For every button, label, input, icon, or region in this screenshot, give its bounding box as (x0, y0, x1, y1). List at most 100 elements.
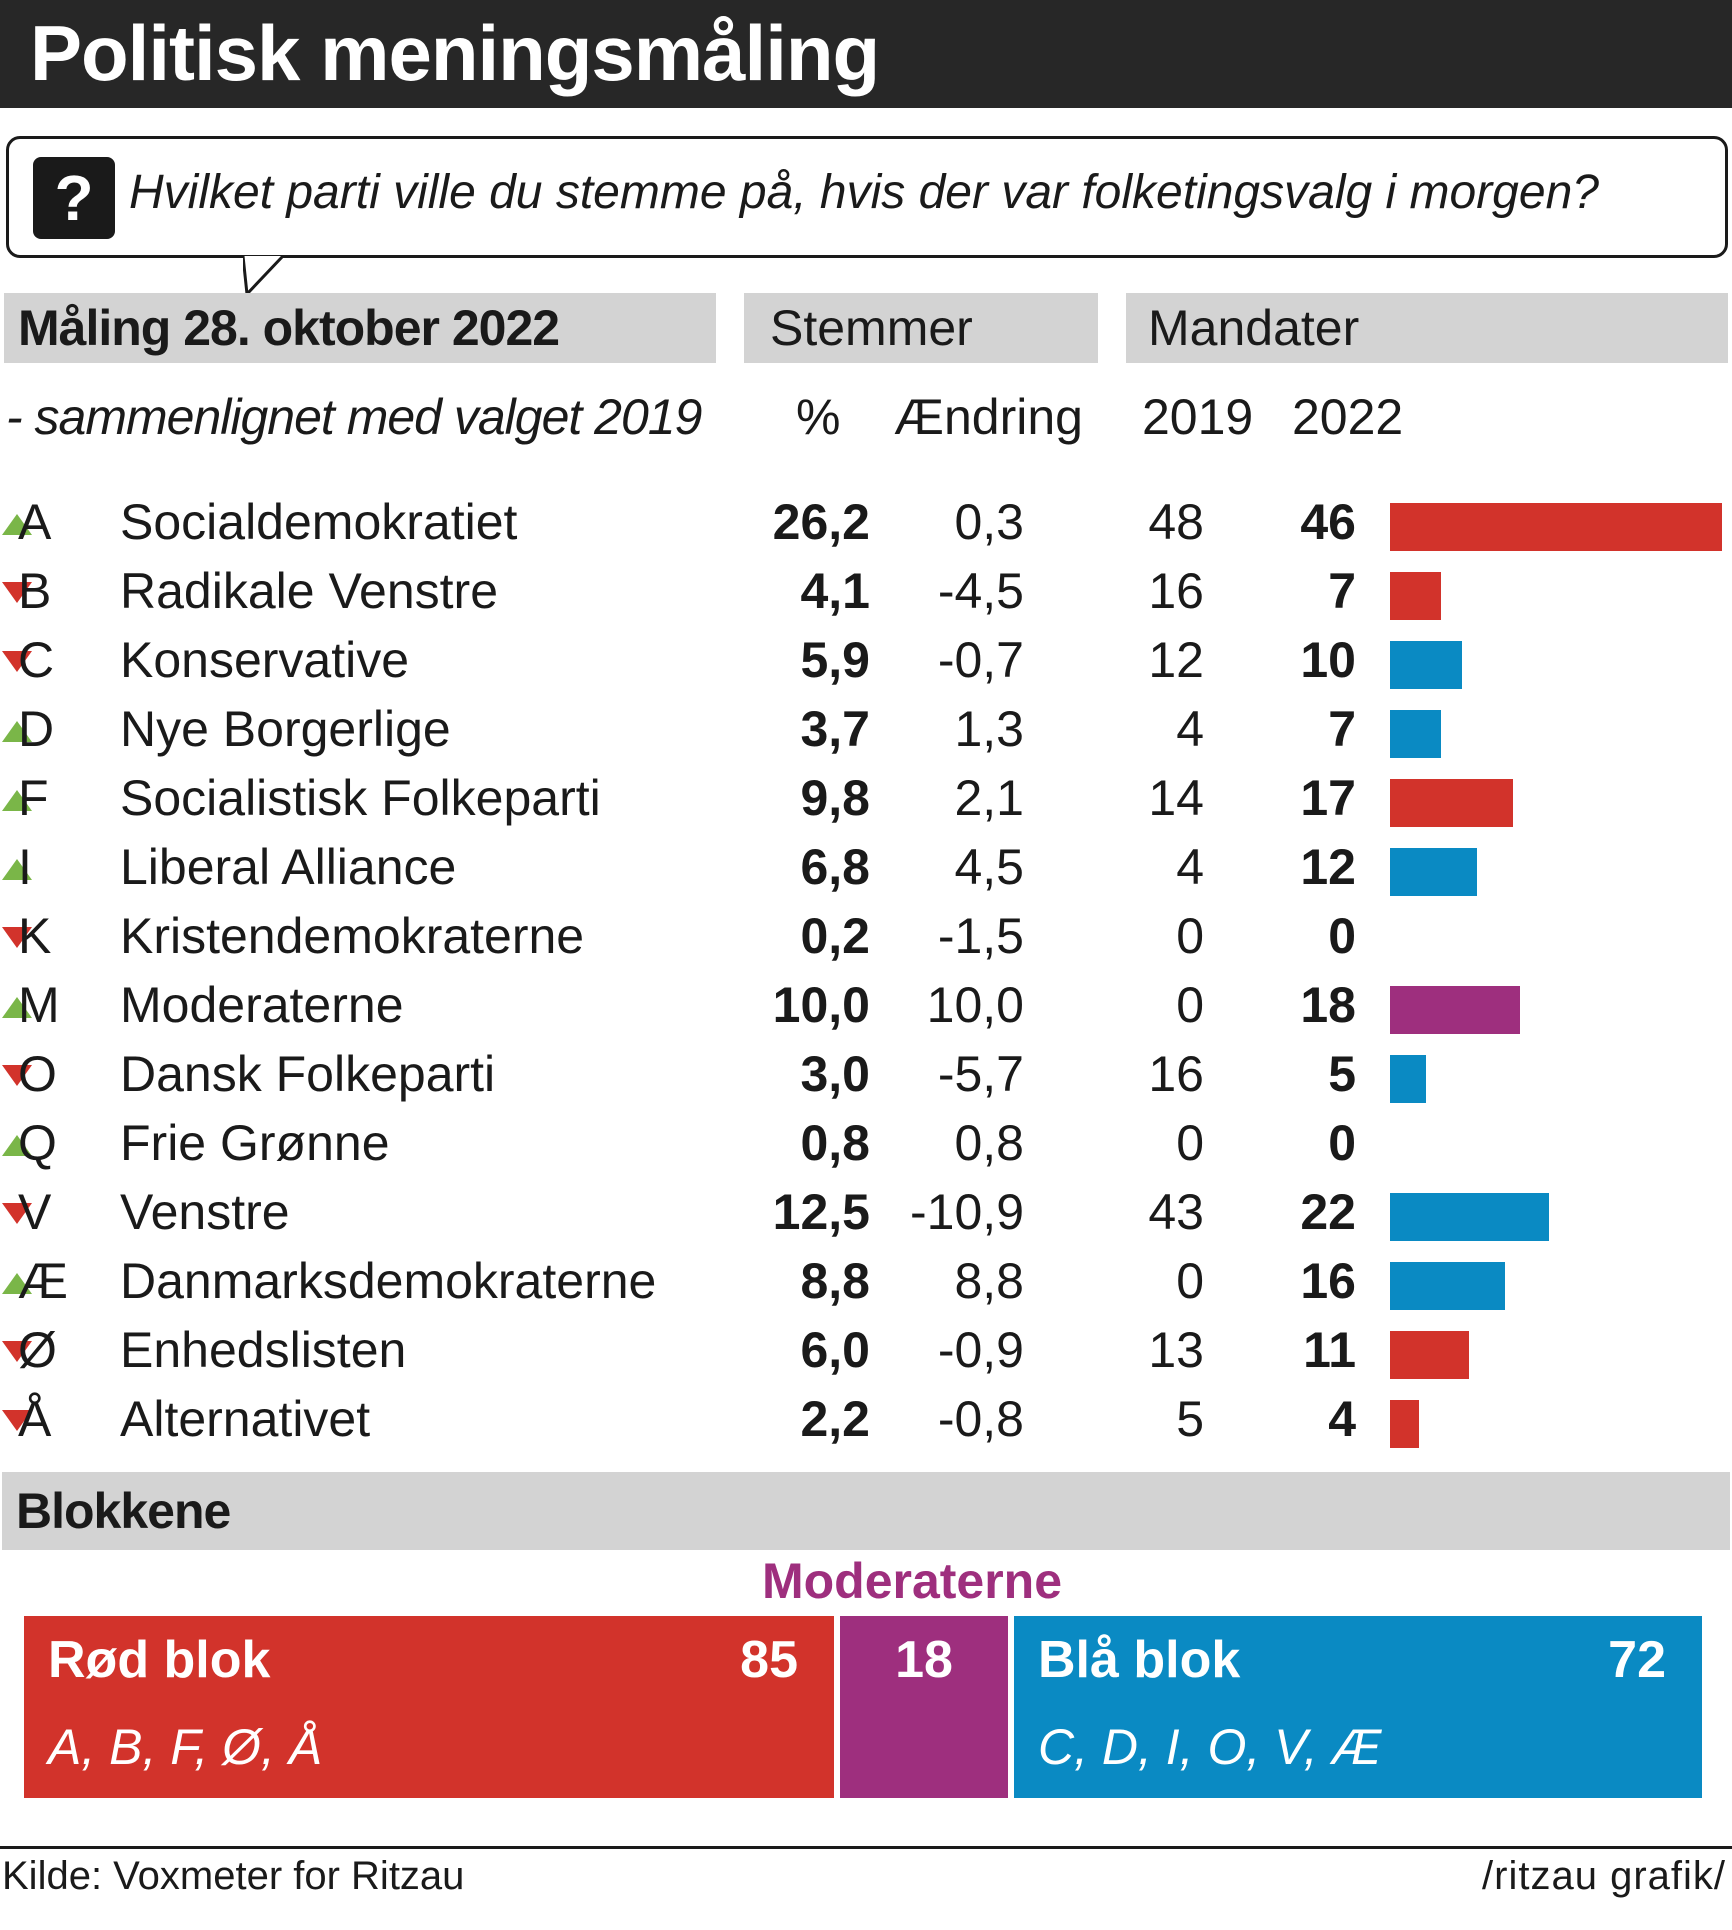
table-row: Å Alternativet 2,2 -0,8 5 4 (0, 1385, 1732, 1454)
question-text: Hvilket parti ville du stemme på, hvis d… (129, 166, 1599, 219)
triangle-down-icon (2, 1203, 32, 1224)
comparison-note: - sammenlignet med valget 2019 (6, 389, 702, 445)
vote-percent: 9,8 (800, 770, 870, 826)
party-name: Konservative (120, 632, 410, 688)
vote-change: 1,3 (954, 701, 1024, 757)
party-letter: B (18, 563, 52, 619)
party-letter: I (18, 839, 32, 895)
triangle-up-icon (2, 721, 32, 742)
vote-change: 0,3 (954, 494, 1024, 550)
poll-date-header: Måling 28. oktober 2022 (4, 293, 716, 363)
seats-2019: 0 (1176, 908, 1204, 964)
table-row: M Moderaterne 10,0 10,0 0 18 (0, 971, 1732, 1040)
seats-2022: 12 (1300, 839, 1356, 895)
seat-bar (1390, 503, 1722, 551)
question-box: ? Hvilket parti ville du stemme på, hvis… (6, 136, 1728, 258)
seats-2022: 22 (1300, 1184, 1356, 1240)
triangle-up-icon (2, 997, 32, 1018)
party-name: Socialistisk Folkeparti (120, 770, 601, 826)
party-name: Danmarksdemokraterne (120, 1253, 657, 1309)
seats-2019: 4 (1176, 839, 1204, 895)
triangle-down-icon (2, 927, 32, 948)
footer-divider (0, 1846, 1732, 1849)
party-letter: F (18, 770, 49, 826)
party-letter: Æ (18, 1253, 68, 1309)
table-row: Ø Enhedslisten 6,0 -0,9 13 11 (0, 1316, 1732, 1385)
party-name: Nye Borgerlige (120, 701, 451, 757)
party-name: Socialdemokratiet (120, 494, 518, 550)
seats-2022: 7 (1328, 563, 1356, 619)
seats-2019: 0 (1176, 1253, 1204, 1309)
seat-bar (1390, 848, 1477, 896)
vote-percent: 0,8 (800, 1115, 870, 1171)
seats-2019: 13 (1148, 1322, 1204, 1378)
vote-percent: 0,2 (800, 908, 870, 964)
vote-change: -0,9 (937, 1322, 1024, 1378)
triangle-up-icon (2, 1135, 32, 1156)
vote-change: -0,7 (937, 632, 1024, 688)
triangle-down-icon (2, 651, 32, 672)
change-column-header: Ændring (894, 389, 1083, 445)
speech-bubble-tail (243, 256, 283, 296)
table-row: Q Frie Grønne 0,8 0,8 0 0 (0, 1109, 1732, 1178)
blue-bloc-seats: 72 (1608, 1631, 1666, 1689)
seat-bar (1390, 779, 1513, 827)
credit-note: /ritzau grafik/ (1482, 1854, 1726, 1898)
vote-percent: 6,0 (800, 1322, 870, 1378)
seat-bar (1390, 1055, 1426, 1103)
question-icon: ? (33, 157, 115, 239)
vote-change: -10,9 (910, 1184, 1024, 1240)
party-name: Radikale Venstre (120, 563, 499, 619)
seats-2022: 4 (1328, 1391, 1356, 1447)
party-letter: D (18, 701, 55, 757)
seats-2019: 0 (1176, 1115, 1204, 1171)
party-letter: K (18, 908, 52, 964)
title-bar: Politisk meningsmåling (0, 0, 1732, 108)
seats-2019: 16 (1148, 1046, 1204, 1102)
page-title: Politisk meningsmåling (30, 9, 880, 97)
moderate-bloc: 18 (840, 1616, 1008, 1798)
seats-2022: 16 (1300, 1253, 1356, 1309)
blue-bloc: Blå blok 72 C, D, I, O, V, Æ (1014, 1616, 1702, 1798)
triangle-down-icon (2, 1341, 32, 1362)
party-letter: O (18, 1046, 57, 1102)
seats-2022: 0 (1328, 1115, 1356, 1171)
party-name: Frie Grønne (120, 1115, 390, 1171)
vote-percent: 3,7 (800, 701, 870, 757)
blue-bloc-name: Blå blok (1038, 1631, 1241, 1689)
seats-2022: 17 (1300, 770, 1356, 826)
seats-2019: 0 (1176, 977, 1204, 1033)
seats-header: Mandater (1126, 293, 1728, 363)
seats-2022: 11 (1303, 1322, 1356, 1378)
moderate-label: Moderaterne (761, 1553, 1063, 1609)
seats-2019: 48 (1148, 494, 1204, 550)
red-bloc-seats: 85 (740, 1631, 798, 1689)
party-letter: Q (18, 1115, 57, 1171)
vote-change: 0,8 (954, 1115, 1024, 1171)
table-row: V Venstre 12,5 -10,9 43 22 (0, 1178, 1732, 1247)
seat-bar (1390, 1193, 1549, 1241)
blue-bloc-parties: C, D, I, O, V, Æ (1038, 1719, 1382, 1775)
seats-2022: 5 (1328, 1046, 1356, 1102)
table-row: O Dansk Folkeparti 3,0 -5,7 16 5 (0, 1040, 1732, 1109)
seats-2019: 4 (1176, 701, 1204, 757)
seats-2022: 7 (1328, 701, 1356, 757)
table-row: Æ Danmarksdemokraterne 8,8 8,8 0 16 (0, 1247, 1732, 1316)
party-name: Venstre (120, 1184, 290, 1240)
table-row: C Konservative 5,9 -0,7 12 10 (0, 626, 1732, 695)
seats-2019: 43 (1148, 1184, 1204, 1240)
vote-change: 10,0 (926, 977, 1024, 1033)
triangle-up-icon (2, 790, 32, 811)
percent-column-header: % (796, 389, 841, 445)
blocs-header: Blokkene (2, 1472, 1730, 1550)
triangle-down-icon (2, 1410, 32, 1431)
red-bloc: Rød blok 85 A, B, F, Ø, Å (24, 1616, 834, 1798)
party-name: Kristendemokraterne (120, 908, 585, 964)
party-letter: A (18, 494, 52, 550)
triangle-up-icon (2, 1273, 32, 1294)
party-letter: M (18, 977, 60, 1033)
vote-percent: 4,1 (800, 563, 870, 619)
seat-bar (1390, 710, 1441, 758)
triangle-down-icon (2, 582, 32, 603)
party-name: Moderaterne (120, 977, 404, 1033)
